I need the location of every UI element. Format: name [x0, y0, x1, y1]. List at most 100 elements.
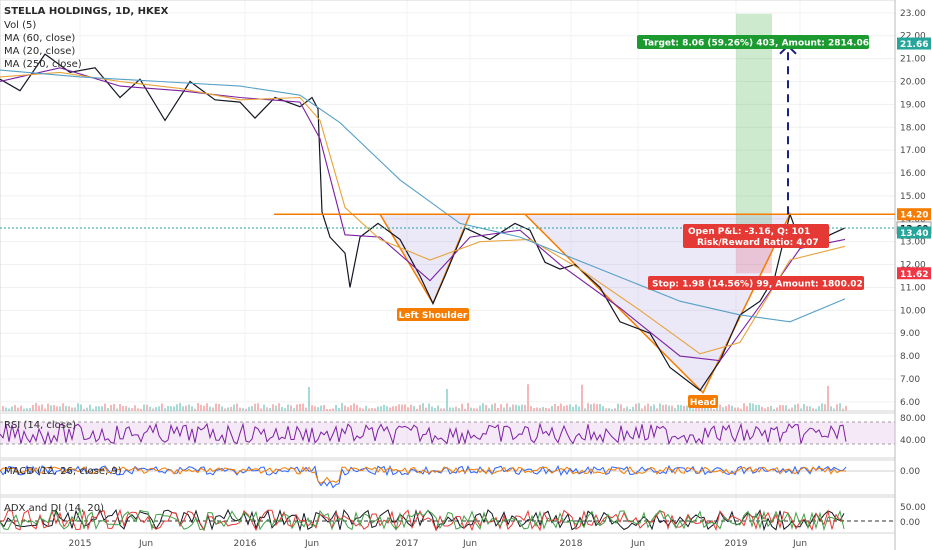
- volume-bar: [47, 403, 49, 411]
- volume-bar: [113, 404, 115, 411]
- left-shoulder-label: Left Shoulder: [397, 308, 469, 321]
- volume-bar: [692, 408, 694, 411]
- volume-bar: [143, 404, 145, 411]
- volume-bar: [464, 408, 466, 411]
- volume-bar: [755, 404, 757, 411]
- volume-bar: [302, 403, 304, 411]
- volume-bar: [725, 406, 727, 411]
- volume-bar: [521, 404, 523, 411]
- svg-text:Target: 8.06 (59.26%) 403, Amo: Target: 8.06 (59.26%) 403, Amount: 2814.…: [643, 39, 869, 49]
- volume-bar: [539, 407, 541, 411]
- volume-bar: [446, 388, 448, 411]
- price-tick: 17.00: [900, 146, 926, 156]
- volume-bar: [704, 406, 706, 411]
- volume-bar: [425, 407, 427, 411]
- volume-bar: [17, 407, 19, 411]
- volume-bar: [284, 408, 286, 411]
- volume-bar: [23, 408, 25, 411]
- volume-bar: [542, 406, 544, 411]
- macd-signal-line: [0, 466, 847, 484]
- volume-bar: [14, 405, 16, 411]
- volume-bar: [737, 407, 739, 411]
- volume-bar: [803, 404, 805, 411]
- price-tick: 12.00: [900, 261, 926, 271]
- volume-bar: [839, 403, 841, 411]
- volume-bar: [167, 406, 169, 411]
- volume-bar: [449, 407, 451, 411]
- volume-bar: [251, 406, 253, 411]
- volume-bar: [101, 406, 103, 411]
- volume-bar: [254, 403, 256, 411]
- volume-bar: [608, 408, 610, 411]
- time-tick: 2017: [396, 539, 419, 549]
- volume-bar: [458, 408, 460, 411]
- macd-pane-label: MACD (12, 26, close, 9): [4, 466, 122, 477]
- volume-bar: [371, 408, 373, 411]
- volume-bar: [32, 404, 34, 411]
- volume-bar: [173, 406, 175, 411]
- volume-bar: [698, 405, 700, 411]
- price-tick: 15.00: [900, 192, 926, 202]
- volume-bar: [329, 408, 331, 411]
- volume-bar: [809, 406, 811, 411]
- volume-bar: [59, 406, 61, 411]
- volume-bar: [494, 403, 496, 411]
- volume-bar: [530, 406, 532, 411]
- volume-bar: [212, 407, 214, 411]
- volume-bar: [239, 407, 241, 411]
- svg-text:Stop: 1.98 (14.56%) 99, Amount: Stop: 1.98 (14.56%) 99, Amount: 1800.02: [652, 280, 863, 290]
- volume-bar: [773, 408, 775, 411]
- adx-tick: 50.00: [900, 503, 926, 513]
- time-tick: 2018: [560, 539, 583, 549]
- volume-bar: [488, 408, 490, 411]
- volume-bar: [527, 384, 529, 411]
- volume-bar: [86, 407, 88, 411]
- price-tick: 21.00: [900, 55, 926, 65]
- volume-bar: [215, 403, 217, 411]
- volume-bar: [569, 404, 571, 411]
- volume-bar: [344, 405, 346, 411]
- rsi-line: [0, 422, 847, 446]
- volume-bar: [62, 403, 64, 411]
- price-tick: 23.00: [900, 9, 926, 19]
- volume-bar: [632, 406, 634, 411]
- svg-text:Left Shoulder: Left Shoulder: [399, 311, 468, 321]
- volume-bar: [659, 403, 661, 411]
- volume-bar: [197, 403, 199, 411]
- price-tag: [897, 226, 931, 239]
- volume-bar: [77, 403, 79, 411]
- profit-zone[interactable]: [736, 13, 772, 228]
- volume-bar: [476, 408, 478, 411]
- series-line: [0, 69, 846, 323]
- volume-bar: [137, 408, 139, 411]
- time-tick: Jun: [792, 539, 807, 549]
- volume-bar: [767, 406, 769, 411]
- volume-bar: [650, 405, 652, 411]
- volume-bar: [551, 405, 553, 411]
- volume-bar: [752, 403, 754, 411]
- volume-bar: [353, 403, 355, 411]
- volume-bar: [599, 403, 601, 411]
- volume-bar: [260, 408, 262, 411]
- volume-bar: [230, 407, 232, 411]
- price-tick: 22.00: [900, 32, 926, 42]
- volume-bar: [776, 407, 778, 411]
- volume-bar: [584, 408, 586, 411]
- volume-bar: [824, 404, 826, 411]
- volume-bar: [674, 408, 676, 411]
- volume-bar: [677, 404, 679, 411]
- chart-title: STELLA HOLDINGS, 1D, HKEX: [4, 6, 169, 17]
- volume-bar: [170, 406, 172, 411]
- volume-bar: [116, 408, 118, 411]
- volume-bar: [221, 406, 223, 411]
- volume-bar: [299, 403, 301, 411]
- volume-bar: [56, 406, 58, 411]
- volume-bar: [71, 407, 73, 411]
- volume-bar: [233, 404, 235, 411]
- volume-bar: [806, 406, 808, 411]
- price-tick: 13.00: [900, 238, 926, 248]
- volume-bar: [812, 408, 814, 411]
